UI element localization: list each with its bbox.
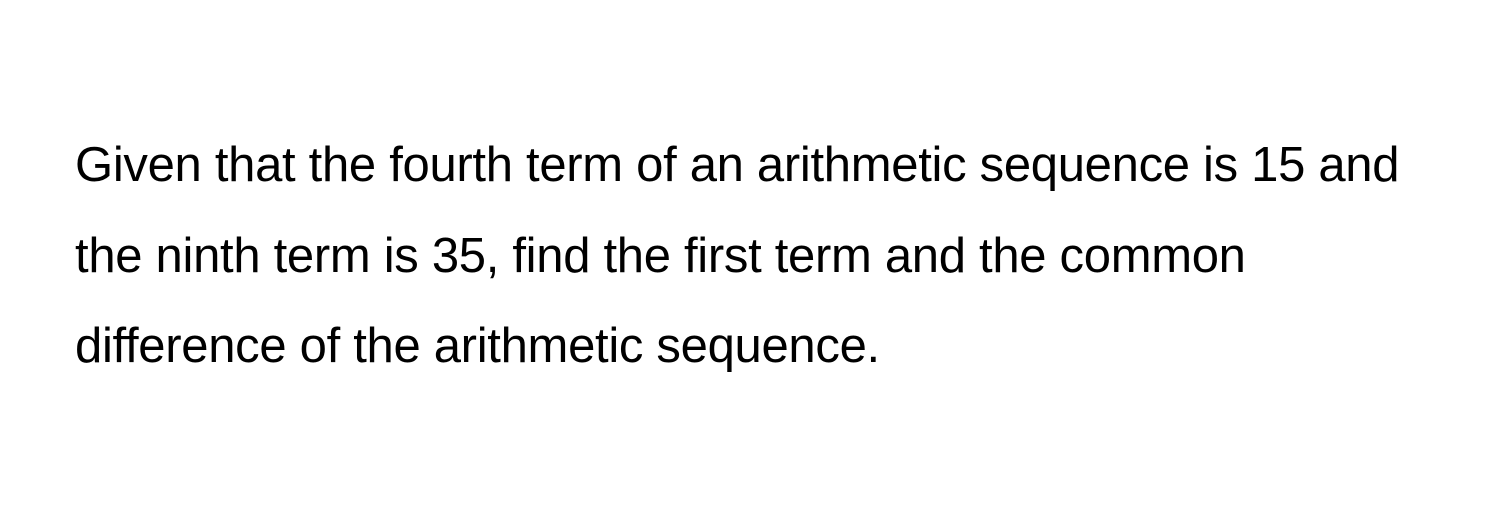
- problem-statement: Given that the fourth term of an arithme…: [75, 120, 1425, 392]
